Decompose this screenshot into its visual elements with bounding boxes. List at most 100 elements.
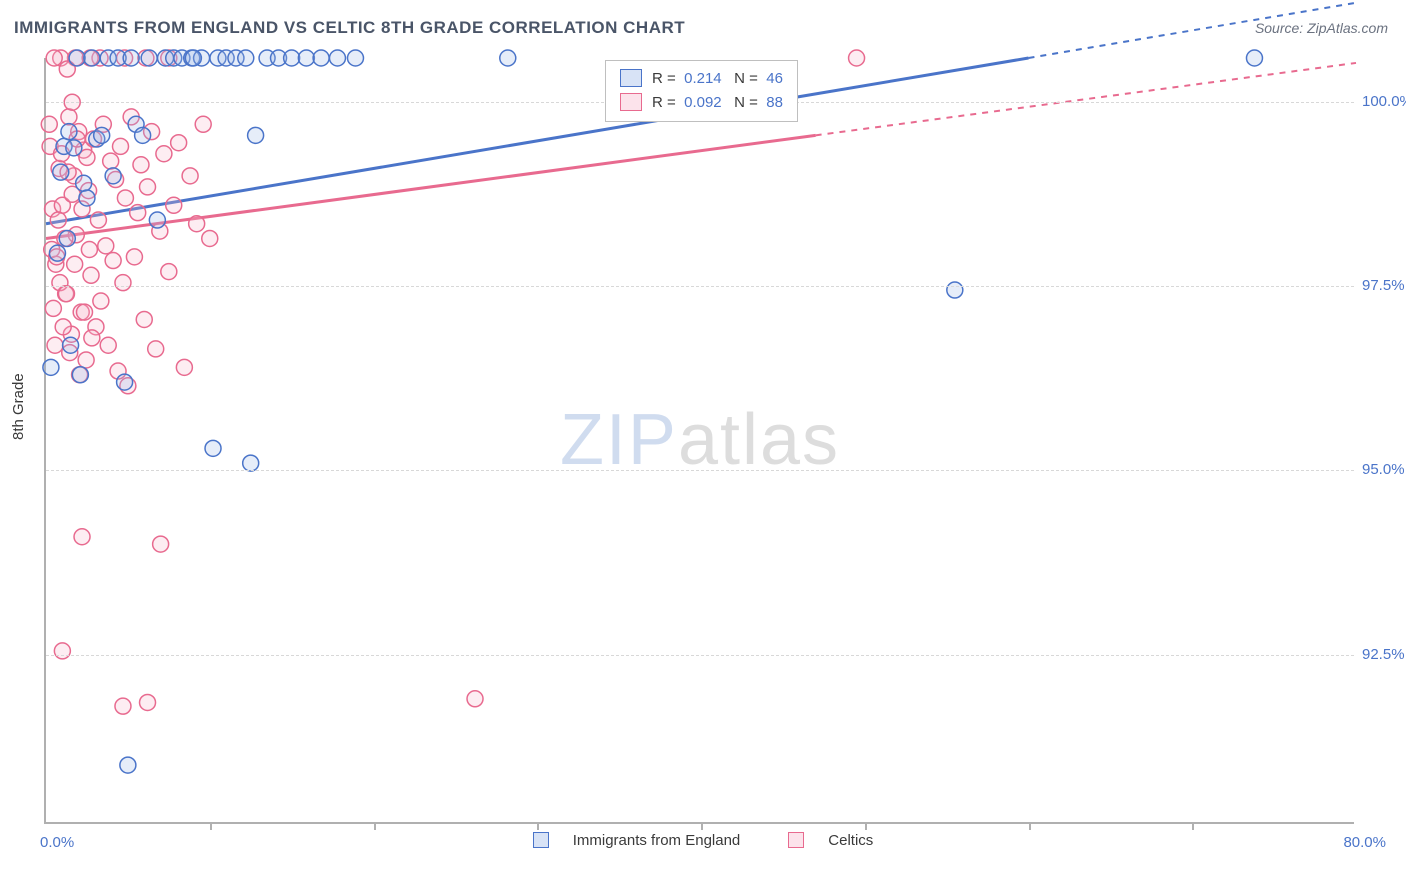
scatter-point (98, 238, 114, 254)
correlation-row: R = 0.214 N = 46 (620, 67, 783, 91)
scatter-point (67, 256, 83, 272)
chart-svg (46, 58, 1354, 822)
scatter-point (45, 300, 61, 316)
scatter-point (238, 50, 254, 66)
scatter-point (140, 694, 156, 710)
scatter-point (61, 109, 77, 125)
scatter-point (115, 698, 131, 714)
x-min-label: 0.0% (40, 834, 74, 851)
trend-line (46, 58, 1029, 224)
legend-swatch (620, 69, 642, 87)
r-value: 0.214 (684, 70, 722, 87)
scatter-point (63, 337, 79, 353)
legend-item: Immigrants from England (521, 832, 753, 849)
gridline (46, 286, 1354, 287)
scatter-point (947, 282, 963, 298)
scatter-point (161, 264, 177, 280)
scatter-point (500, 50, 516, 66)
scatter-point (189, 216, 205, 232)
scatter-point (103, 153, 119, 169)
scatter-point (76, 304, 92, 320)
y-tick-label: 92.5% (1362, 646, 1405, 663)
scatter-point (347, 50, 363, 66)
scatter-point (205, 440, 221, 456)
scatter-point (115, 275, 131, 291)
scatter-point (46, 50, 62, 66)
scatter-point (182, 168, 198, 184)
scatter-point (105, 253, 121, 269)
correlation-row: R = 0.092 N = 88 (620, 91, 783, 115)
scatter-point (94, 127, 110, 143)
scatter-point (176, 359, 192, 375)
legend-label: Celtics (828, 832, 873, 849)
scatter-point (59, 230, 75, 246)
legend-swatch (788, 832, 804, 848)
scatter-point (126, 249, 142, 265)
scatter-point (61, 124, 77, 140)
scatter-point (66, 140, 82, 156)
scatter-point (78, 352, 94, 368)
y-tick-label: 97.5% (1362, 277, 1405, 294)
y-tick-label: 100.0% (1362, 93, 1406, 110)
scatter-point (329, 50, 345, 66)
scatter-point (81, 242, 97, 258)
trend-line (816, 63, 1356, 135)
scatter-point (195, 116, 211, 132)
x-tick (1192, 822, 1194, 830)
scatter-point (136, 311, 152, 327)
scatter-point (117, 374, 133, 390)
scatter-point (58, 286, 74, 302)
scatter-point (113, 138, 129, 154)
scatter-point (313, 50, 329, 66)
y-tick-label: 95.0% (1362, 461, 1405, 478)
scatter-point (156, 146, 172, 162)
scatter-point (248, 127, 264, 143)
scatter-point (93, 293, 109, 309)
scatter-point (120, 757, 136, 773)
scatter-point (133, 157, 149, 173)
scatter-point (72, 367, 88, 383)
gridline (46, 470, 1354, 471)
scatter-point (166, 197, 182, 213)
scatter-point (53, 164, 69, 180)
scatter-point (284, 50, 300, 66)
x-tick (865, 822, 867, 830)
series-legend: Immigrants from England Celtics (0, 832, 1406, 849)
scatter-point (123, 50, 139, 66)
scatter-point (185, 50, 201, 66)
scatter-point (76, 175, 92, 191)
scatter-point (298, 50, 314, 66)
x-tick (701, 822, 703, 830)
scatter-point (100, 337, 116, 353)
legend-item: Celtics (776, 832, 885, 849)
scatter-point (84, 330, 100, 346)
scatter-point (140, 179, 156, 195)
legend-swatch (533, 832, 549, 848)
x-tick (210, 822, 212, 830)
gridline (46, 655, 1354, 656)
scatter-point (153, 536, 169, 552)
source-label: Source: ZipAtlas.com (1255, 20, 1388, 36)
scatter-point (49, 245, 65, 261)
correlation-legend-box: R = 0.214 N = 46R = 0.092 N = 88 (605, 60, 798, 122)
scatter-point (69, 50, 85, 66)
scatter-point (149, 212, 165, 228)
scatter-point (74, 529, 90, 545)
y-axis-label: 8th Grade (10, 373, 27, 440)
scatter-point (55, 319, 71, 335)
scatter-point (50, 212, 66, 228)
scatter-point (105, 168, 121, 184)
x-tick (537, 822, 539, 830)
scatter-point (41, 116, 57, 132)
scatter-point (130, 205, 146, 221)
legend-label: Immigrants from England (573, 832, 741, 849)
n-value: 88 (766, 94, 783, 111)
x-max-label: 80.0% (1343, 834, 1386, 851)
scatter-point (202, 230, 218, 246)
plot-area: ZIPatlas (44, 58, 1354, 824)
scatter-point (135, 127, 151, 143)
scatter-point (43, 359, 59, 375)
scatter-point (148, 341, 164, 357)
x-tick (1029, 822, 1031, 830)
scatter-point (171, 135, 187, 151)
